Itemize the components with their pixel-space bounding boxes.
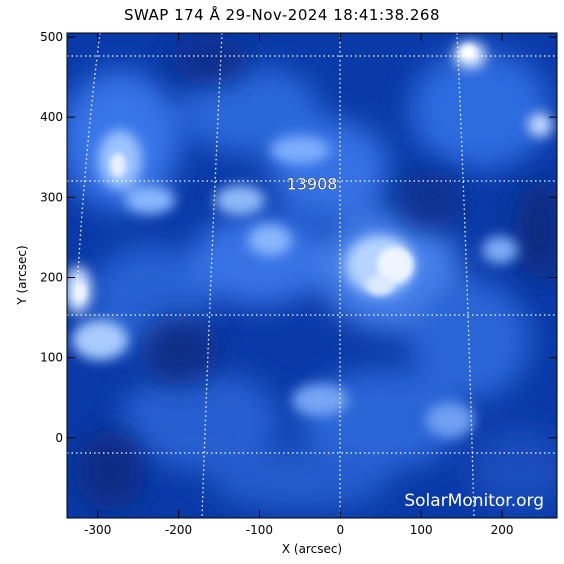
y-axis-ticks: 0 100 200 300 400 500 (40, 30, 557, 445)
y-tick-label: 400 (40, 110, 63, 124)
y-tick-label: 200 (40, 271, 63, 285)
solar-emission-image (67, 33, 557, 518)
x-tick-label: 100 (410, 523, 433, 537)
active-region-label: 13908 (287, 174, 338, 193)
plot-frame (66, 32, 558, 519)
grid-longitude-line (456, 33, 475, 518)
x-tick-label: -300 (84, 523, 111, 537)
chart-title: SWAP 174 Å 29-Nov-2024 18:41:38.268 (123, 6, 441, 24)
y-tick-label: 0 (55, 431, 63, 445)
y-tick-label: 300 (40, 190, 63, 204)
x-tick-label: 200 (491, 523, 514, 537)
credit-watermark: SolarMonitor.org (404, 491, 544, 511)
heliographic-grid (67, 33, 557, 518)
x-tick-label: -100 (246, 523, 273, 537)
x-tick-label: -200 (165, 523, 192, 537)
x-axis-ticks: -300 -200 -100 0 100 200 (84, 33, 513, 537)
y-tick-label: 500 (40, 30, 63, 44)
x-axis-label: X (arcsec) (282, 542, 342, 556)
grid-longitude-line (201, 33, 223, 518)
y-axis-label: Y (arcsec) (15, 245, 29, 305)
x-tick-label: 0 (336, 523, 344, 537)
y-tick-label: 100 (40, 351, 63, 365)
